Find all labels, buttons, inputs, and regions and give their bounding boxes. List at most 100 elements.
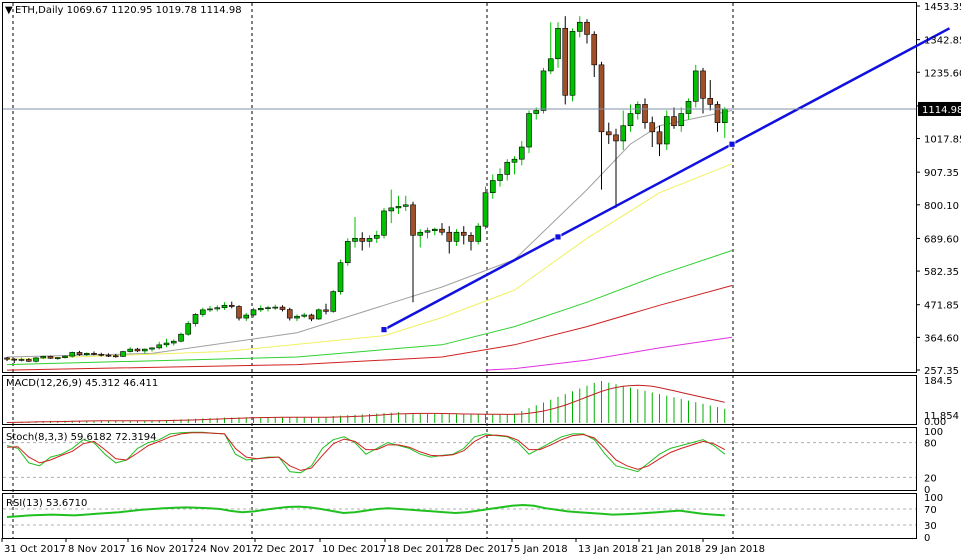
candle-body	[62, 355, 68, 358]
candle-body	[584, 21, 590, 35]
candle-body	[511, 158, 518, 163]
price-tick-label: 1453.35	[924, 2, 961, 13]
candle-body	[105, 354, 112, 357]
price-tick-label: 689.60	[924, 234, 959, 245]
candle-body	[178, 333, 184, 342]
candle-body	[395, 206, 402, 209]
macd-pane-frame	[2, 375, 917, 425]
candle-body	[642, 104, 648, 123]
candle-body	[214, 307, 221, 310]
candle-body	[91, 353, 97, 355]
rsi-tick-label: 30	[924, 521, 937, 532]
price-tick-label: 907.35	[924, 168, 959, 179]
candle-body	[497, 174, 503, 181]
date-tick-label: 21 Jan 2018	[641, 544, 701, 555]
candle-body	[330, 291, 337, 312]
stoch-tick-label: 100	[924, 427, 943, 438]
chart-menu-triangle[interactable]: ▼	[5, 5, 13, 16]
candle-body	[576, 21, 583, 32]
candle-body	[33, 357, 39, 362]
candle-body	[663, 116, 670, 145]
candle-body	[460, 231, 467, 236]
candle-body	[344, 241, 351, 263]
candle-body	[294, 315, 300, 319]
date-tick-label: 2 Dec 2017	[257, 544, 315, 555]
main-pane-frame	[2, 2, 917, 373]
date-tick-label: 18 Dec 2017	[387, 544, 451, 555]
candle-body	[373, 234, 380, 239]
candle-body	[518, 146, 525, 160]
moving-averages	[6, 110, 733, 371]
date-axis: 31 Oct 2017 8 Nov 2017 16 Nov 2017 24 Nov 2…	[1, 538, 765, 555]
trendline-anchor	[554, 233, 562, 241]
candle-body	[714, 104, 721, 123]
candle-body	[468, 234, 474, 242]
candle-body	[18, 359, 25, 361]
candle-body	[388, 207, 395, 212]
candle-body	[359, 238, 366, 242]
candle-body	[243, 314, 250, 319]
trendline-anchor	[380, 326, 388, 334]
candle-body	[431, 228, 438, 232]
price-tick-label: 582.35	[924, 267, 959, 278]
candle-body	[707, 98, 714, 105]
candle-body	[134, 348, 141, 352]
price-tick-label: 800.10	[924, 201, 959, 212]
trendline-anchor	[728, 140, 736, 148]
rsi-label: RSI(13) 53.6710	[6, 498, 87, 509]
candle-body	[453, 231, 460, 242]
rsi-tick-label: 100	[924, 493, 943, 504]
candle-body	[301, 314, 308, 317]
candle-body	[627, 113, 634, 127]
rsi-line	[6, 503, 725, 518]
candle-body	[555, 28, 561, 60]
stoch-tick-label: 0	[924, 485, 930, 496]
rsi-tick-label: 70	[924, 505, 937, 516]
candle-body	[337, 262, 344, 292]
stoch-signal-line	[6, 432, 726, 471]
last-price-label: 1114.98	[922, 105, 961, 116]
candle-body	[199, 309, 206, 315]
candle-body	[352, 238, 358, 242]
candle-body	[11, 358, 18, 361]
trendline-segment	[383, 27, 951, 331]
price-tick-label: 1342.85	[924, 36, 961, 47]
candle-body	[381, 210, 387, 236]
price-tick-label: 471.85	[924, 301, 959, 312]
candle-body	[185, 323, 192, 335]
moving-average-line	[6, 285, 733, 371]
candle-body	[265, 307, 271, 310]
candle-body	[141, 348, 148, 352]
candle-body	[569, 31, 576, 96]
candle-body	[98, 353, 105, 356]
candle-body	[489, 180, 496, 193]
candle-body	[504, 161, 511, 175]
candle-body	[315, 309, 322, 320]
candle-body	[308, 314, 315, 320]
candle-body	[170, 340, 177, 344]
candle-body	[69, 352, 76, 357]
date-tick-label: 16 Nov 2017	[130, 544, 194, 555]
macd-tick-label: 184.5	[924, 376, 953, 387]
candle-body	[250, 309, 257, 316]
candle-body	[700, 70, 706, 99]
trendline[interactable]	[380, 27, 951, 334]
date-tick-label: 13 Jan 2018	[578, 544, 638, 555]
candle-body	[620, 125, 627, 142]
candle-body	[236, 306, 242, 319]
candle-body	[228, 304, 235, 307]
candle-body	[149, 347, 155, 350]
candle-body	[120, 351, 126, 357]
last-price-badge	[918, 101, 961, 116]
candle-body	[475, 225, 482, 242]
candle-body	[156, 344, 163, 349]
moving-average-line	[6, 110, 733, 358]
candle-body	[286, 309, 293, 319]
candle-body	[279, 306, 286, 310]
candle-body	[540, 70, 547, 111]
date-tick-label: 5 Jan 2018	[514, 544, 568, 555]
